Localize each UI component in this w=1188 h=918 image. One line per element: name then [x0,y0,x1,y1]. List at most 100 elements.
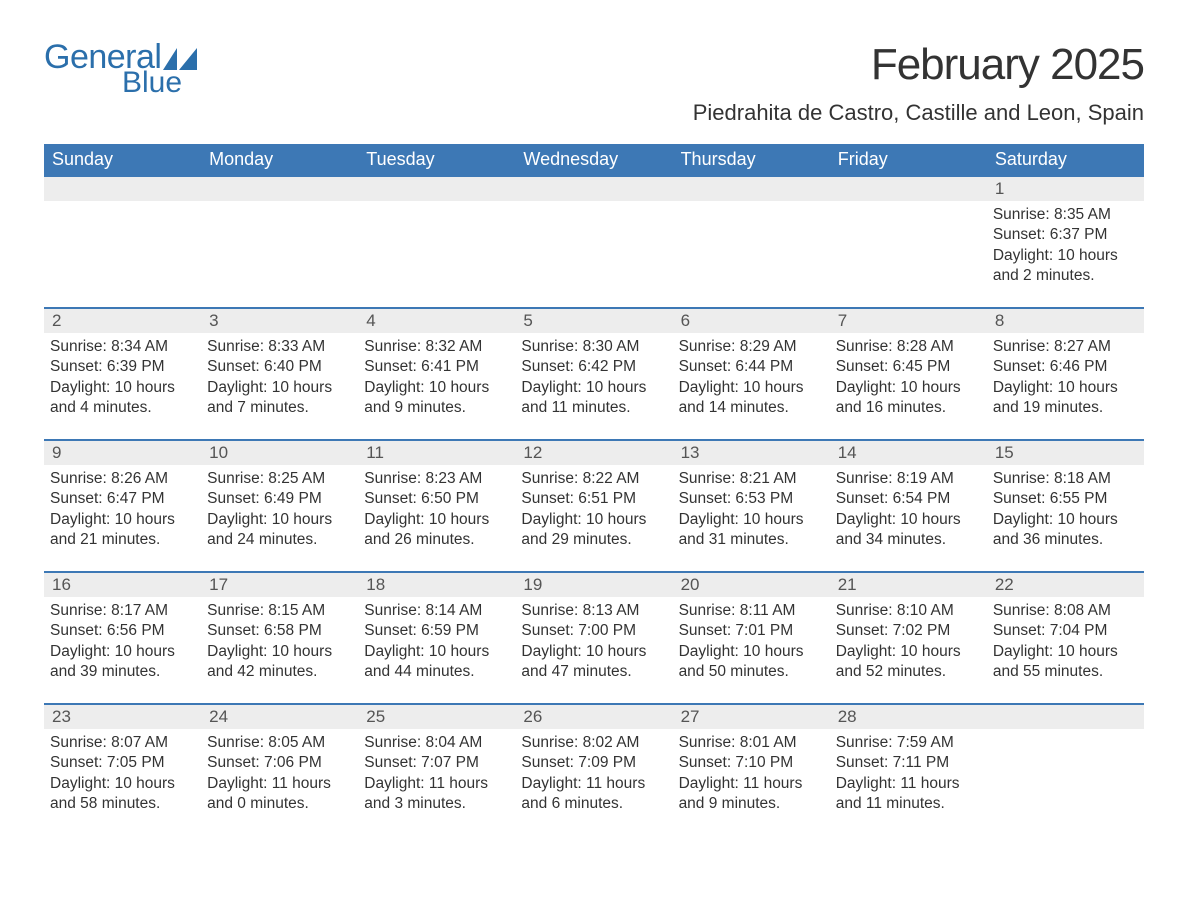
day-cell: 18Sunrise: 8:14 AMSunset: 6:59 PMDayligh… [358,572,515,704]
day-number: 15 [987,441,1144,465]
sunset-line: Sunset: 7:01 PM [679,621,824,641]
day-cell: 21Sunrise: 8:10 AMSunset: 7:02 PMDayligh… [830,572,987,704]
day-cell: 20Sunrise: 8:11 AMSunset: 7:01 PMDayligh… [673,572,830,704]
day-cell: 9Sunrise: 8:26 AMSunset: 6:47 PMDaylight… [44,440,201,572]
daylight-line-1: Daylight: 10 hours [993,510,1138,530]
daylight-line-2: and 44 minutes. [364,662,509,682]
daylight-line-2: and 19 minutes. [993,398,1138,418]
day-details: Sunrise: 8:15 AMSunset: 6:58 PMDaylight:… [201,597,358,687]
day-number: 27 [673,705,830,729]
day-number: 17 [201,573,358,597]
brand-logo: General Blue [44,40,197,98]
day-details: Sunrise: 8:28 AMSunset: 6:45 PMDaylight:… [830,333,987,423]
daylight-line-2: and 7 minutes. [207,398,352,418]
day-number: 8 [987,309,1144,333]
day-number: 14 [830,441,987,465]
daylight-line-1: Daylight: 10 hours [521,510,666,530]
sunset-line: Sunset: 6:59 PM [364,621,509,641]
daylight-line-1: Daylight: 10 hours [679,378,824,398]
day-cell: 23Sunrise: 8:07 AMSunset: 7:05 PMDayligh… [44,704,201,836]
day-cell: 14Sunrise: 8:19 AMSunset: 6:54 PMDayligh… [830,440,987,572]
dow-tuesday: Tuesday [358,144,515,176]
daylight-line-1: Daylight: 10 hours [364,378,509,398]
daylight-line-2: and 11 minutes. [521,398,666,418]
daylight-line-1: Daylight: 10 hours [521,642,666,662]
sunrise-line: Sunrise: 8:21 AM [679,469,824,489]
daylight-line-2: and 0 minutes. [207,794,352,814]
logo-text-blue: Blue [122,68,182,98]
sunset-line: Sunset: 6:47 PM [50,489,195,509]
sunset-line: Sunset: 6:58 PM [207,621,352,641]
day-cell [358,176,515,308]
day-number: 13 [673,441,830,465]
day-number: 19 [515,573,672,597]
daylight-line-2: and 52 minutes. [836,662,981,682]
sunrise-line: Sunrise: 8:23 AM [364,469,509,489]
day-cell: 2Sunrise: 8:34 AMSunset: 6:39 PMDaylight… [44,308,201,440]
day-of-week-header-row: Sunday Monday Tuesday Wednesday Thursday… [44,144,1144,176]
dow-wednesday: Wednesday [515,144,672,176]
day-cell [830,176,987,308]
day-number: 2 [44,309,201,333]
day-cell: 25Sunrise: 8:04 AMSunset: 7:07 PMDayligh… [358,704,515,836]
sunset-line: Sunset: 6:39 PM [50,357,195,377]
daylight-line-2: and 24 minutes. [207,530,352,550]
day-cell: 19Sunrise: 8:13 AMSunset: 7:00 PMDayligh… [515,572,672,704]
day-cell: 13Sunrise: 8:21 AMSunset: 6:53 PMDayligh… [673,440,830,572]
day-cell: 22Sunrise: 8:08 AMSunset: 7:04 PMDayligh… [987,572,1144,704]
sunset-line: Sunset: 6:42 PM [521,357,666,377]
day-cell: 6Sunrise: 8:29 AMSunset: 6:44 PMDaylight… [673,308,830,440]
day-cell [44,176,201,308]
day-cell: 3Sunrise: 8:33 AMSunset: 6:40 PMDaylight… [201,308,358,440]
sunset-line: Sunset: 6:50 PM [364,489,509,509]
daylight-line-1: Daylight: 10 hours [836,642,981,662]
daylight-line-2: and 2 minutes. [993,266,1138,286]
title-block: February 2025 Piedrahita de Castro, Cast… [693,40,1144,126]
daylight-line-2: and 21 minutes. [50,530,195,550]
day-cell: 15Sunrise: 8:18 AMSunset: 6:55 PMDayligh… [987,440,1144,572]
daylight-line-2: and 42 minutes. [207,662,352,682]
daylight-line-2: and 34 minutes. [836,530,981,550]
day-details: Sunrise: 8:19 AMSunset: 6:54 PMDaylight:… [830,465,987,555]
day-details: Sunrise: 8:08 AMSunset: 7:04 PMDaylight:… [987,597,1144,687]
day-number: 12 [515,441,672,465]
day-details: Sunrise: 8:11 AMSunset: 7:01 PMDaylight:… [673,597,830,687]
daylight-line-1: Daylight: 10 hours [679,510,824,530]
sunset-line: Sunset: 6:49 PM [207,489,352,509]
day-cell: 5Sunrise: 8:30 AMSunset: 6:42 PMDaylight… [515,308,672,440]
day-number: 20 [673,573,830,597]
sunset-line: Sunset: 6:40 PM [207,357,352,377]
day-number: 10 [201,441,358,465]
day-number [673,177,830,201]
day-details: Sunrise: 8:01 AMSunset: 7:10 PMDaylight:… [673,729,830,819]
sunrise-line: Sunrise: 8:07 AM [50,733,195,753]
day-details: Sunrise: 8:21 AMSunset: 6:53 PMDaylight:… [673,465,830,555]
day-details: Sunrise: 8:05 AMSunset: 7:06 PMDaylight:… [201,729,358,819]
daylight-line-1: Daylight: 11 hours [364,774,509,794]
sunrise-line: Sunrise: 8:08 AM [993,601,1138,621]
day-cell: 10Sunrise: 8:25 AMSunset: 6:49 PMDayligh… [201,440,358,572]
daylight-line-2: and 36 minutes. [993,530,1138,550]
calendar-table: Sunday Monday Tuesday Wednesday Thursday… [44,144,1144,836]
sunset-line: Sunset: 6:46 PM [993,357,1138,377]
sunrise-line: Sunrise: 8:15 AM [207,601,352,621]
day-details: Sunrise: 8:07 AMSunset: 7:05 PMDaylight:… [44,729,201,819]
daylight-line-2: and 14 minutes. [679,398,824,418]
sunrise-line: Sunrise: 8:33 AM [207,337,352,357]
day-cell: 26Sunrise: 8:02 AMSunset: 7:09 PMDayligh… [515,704,672,836]
week-row: 1Sunrise: 8:35 AMSunset: 6:37 PMDaylight… [44,176,1144,308]
day-cell: 11Sunrise: 8:23 AMSunset: 6:50 PMDayligh… [358,440,515,572]
day-details: Sunrise: 8:04 AMSunset: 7:07 PMDaylight:… [358,729,515,819]
dow-saturday: Saturday [987,144,1144,176]
day-details: Sunrise: 8:25 AMSunset: 6:49 PMDaylight:… [201,465,358,555]
day-details: Sunrise: 8:34 AMSunset: 6:39 PMDaylight:… [44,333,201,423]
day-number [830,177,987,201]
daylight-line-2: and 6 minutes. [521,794,666,814]
sunrise-line: Sunrise: 8:04 AM [364,733,509,753]
day-number: 18 [358,573,515,597]
sunset-line: Sunset: 7:02 PM [836,621,981,641]
day-number [44,177,201,201]
daylight-line-1: Daylight: 10 hours [364,642,509,662]
day-cell: 24Sunrise: 8:05 AMSunset: 7:06 PMDayligh… [201,704,358,836]
sunrise-line: Sunrise: 8:28 AM [836,337,981,357]
